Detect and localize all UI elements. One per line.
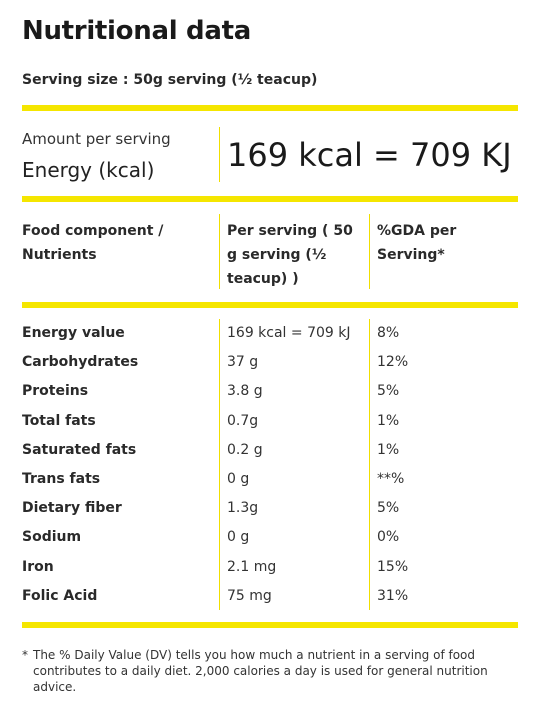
nutrient-gda-percent: 1% — [377, 441, 400, 458]
nutrient-gda-percent: 5% — [377, 383, 400, 400]
nutrient-name: Folic Acid — [22, 587, 98, 604]
nutrient-gda-percent: **% — [377, 471, 405, 487]
divider-bar — [22, 302, 518, 308]
energy-label: Energy (kcal) — [22, 158, 155, 182]
nutrient-name: Energy value — [22, 325, 125, 341]
nutrient-value: 0 g — [227, 529, 250, 546]
energy-value: 169 kcal = 709 KJ — [227, 136, 512, 174]
nutrient-name: Dietary fiber — [22, 500, 122, 517]
table-row: Total fats 0.7g 1% — [0, 407, 543, 436]
divider-bar — [22, 105, 518, 111]
table-column-divider — [219, 319, 220, 610]
nutrient-name: Proteins — [22, 383, 89, 400]
nutrient-value: 75 mg — [227, 587, 272, 604]
table-row: Proteins 3.8 g 5% — [0, 377, 543, 406]
nutrient-name: Carbohydrates — [22, 354, 139, 371]
header-divider — [219, 214, 220, 289]
footnote-marker: * — [22, 648, 28, 662]
nutrient-gda-percent: 1% — [377, 412, 400, 429]
footnote: * The % Daily Value (DV) tells you how m… — [22, 647, 502, 695]
header-per-serving: Per serving ( 50 g serving (½ teacup) ) — [227, 223, 353, 287]
nutrient-gda-percent: 12% — [377, 354, 409, 371]
table-row: Folic Acid 75 mg 31% — [0, 582, 543, 611]
nutrient-name: Sodium — [22, 529, 82, 546]
serving-size: Serving size : 50g serving (½ teacup) — [22, 72, 318, 88]
table-row: Saturated fats 0.2 g 1% — [0, 436, 543, 465]
nutrient-gda-percent: 5% — [377, 500, 400, 517]
nutrient-value: 3.8 g — [227, 383, 263, 400]
footnote-text: The % Daily Value (DV) tells you how muc… — [33, 648, 488, 694]
header-component: Food component / Nutrients — [22, 223, 164, 263]
header-divider — [369, 214, 370, 289]
table-row: Dietary fiber 1.3g 5% — [0, 494, 543, 523]
nutrient-value: 37 g — [227, 354, 259, 371]
nutrient-value: 2.1 mg — [227, 558, 277, 575]
nutrient-value: 1.3g — [227, 500, 259, 517]
nutrient-name: Iron — [22, 558, 54, 575]
nutrient-gda-percent: 8% — [377, 325, 400, 341]
nutrient-gda-percent: 31% — [377, 587, 409, 604]
nutrient-gda-percent: 0% — [377, 529, 400, 546]
header-gda: %GDA per Serving* — [377, 223, 457, 263]
table-row: Trans fats 0 g **% — [0, 465, 543, 494]
nutrient-value: 0 g — [227, 471, 250, 487]
nutrient-value: 0.2 g — [227, 441, 263, 458]
table-row: Energy value 169 kcal = 709 kJ 8% — [0, 319, 543, 348]
divider-bar — [22, 196, 518, 202]
nutrient-gda-percent: 15% — [377, 558, 409, 575]
energy-divider — [219, 127, 220, 182]
nutrient-name: Trans fats — [22, 471, 101, 487]
divider-bar — [22, 622, 518, 628]
amount-per-serving-label: Amount per serving — [22, 130, 171, 148]
table-row: Iron 2.1 mg 15% — [0, 553, 543, 582]
nutrient-name: Total fats — [22, 412, 96, 429]
nutrient-value: 169 kcal = 709 kJ — [227, 325, 351, 341]
nutrient-value: 0.7g — [227, 412, 259, 429]
table-row: Sodium 0 g 0% — [0, 523, 543, 552]
table-column-divider — [369, 319, 370, 610]
nutrient-name: Saturated fats — [22, 441, 137, 458]
table-row: Carbohydrates 37 g 12% — [0, 348, 543, 377]
page-title: Nutritional data — [22, 16, 251, 46]
